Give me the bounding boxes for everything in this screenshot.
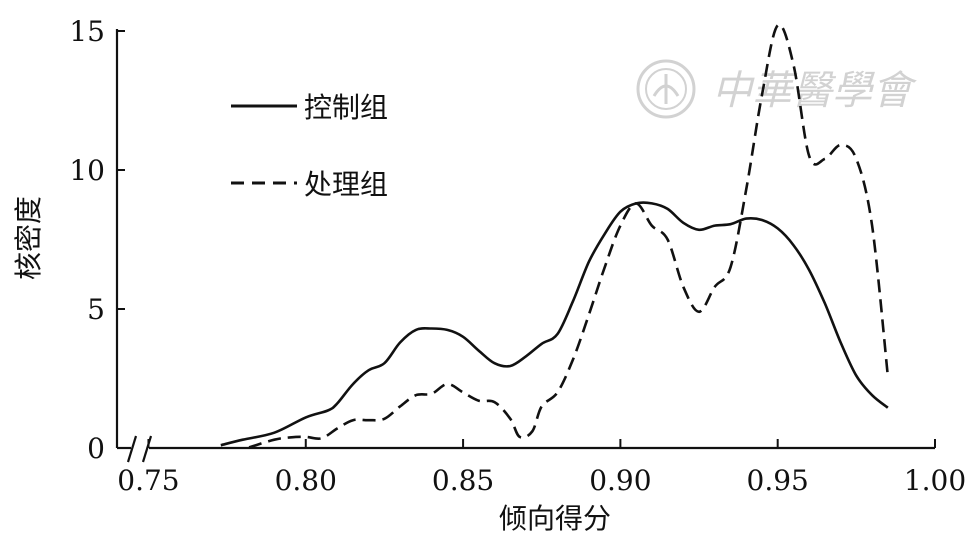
legend-label-treatment: 处理组	[304, 168, 388, 201]
x-tick-label: 0.90	[589, 464, 651, 497]
series-line-control	[220, 201, 889, 447]
y-tick-label: 15	[69, 15, 105, 48]
x-tick-label: 0.95	[747, 464, 809, 497]
seal-emblem-icon	[636, 59, 696, 119]
y-tick-label: 10	[69, 154, 105, 187]
legend: 控制组 处理组	[231, 91, 388, 201]
y-tick-label: 5	[87, 293, 105, 326]
y-tick-label: 0	[87, 432, 105, 465]
axes: 0 5 10 15 0.75 0.80 0.85 0.90 0.95 1.00	[69, 15, 966, 497]
x-tick-label: 0.85	[432, 464, 494, 497]
axis-break-mark	[141, 435, 153, 463]
x-tick-label: 0.80	[275, 464, 337, 497]
watermark-text: 中華醫學會	[712, 68, 917, 114]
watermark: 中華醫學會	[636, 59, 917, 119]
legend-label-control: 控制组	[304, 91, 388, 124]
x-axis-label: 倾向得分	[499, 502, 611, 535]
x-tick-label: 0.75	[117, 464, 179, 497]
y-axis-label: 核密度	[12, 196, 45, 280]
x-tick-label: 1.00	[904, 464, 966, 497]
axis-break-mark	[126, 435, 138, 463]
series-line-treatment	[248, 23, 890, 449]
series-layer	[220, 23, 890, 449]
